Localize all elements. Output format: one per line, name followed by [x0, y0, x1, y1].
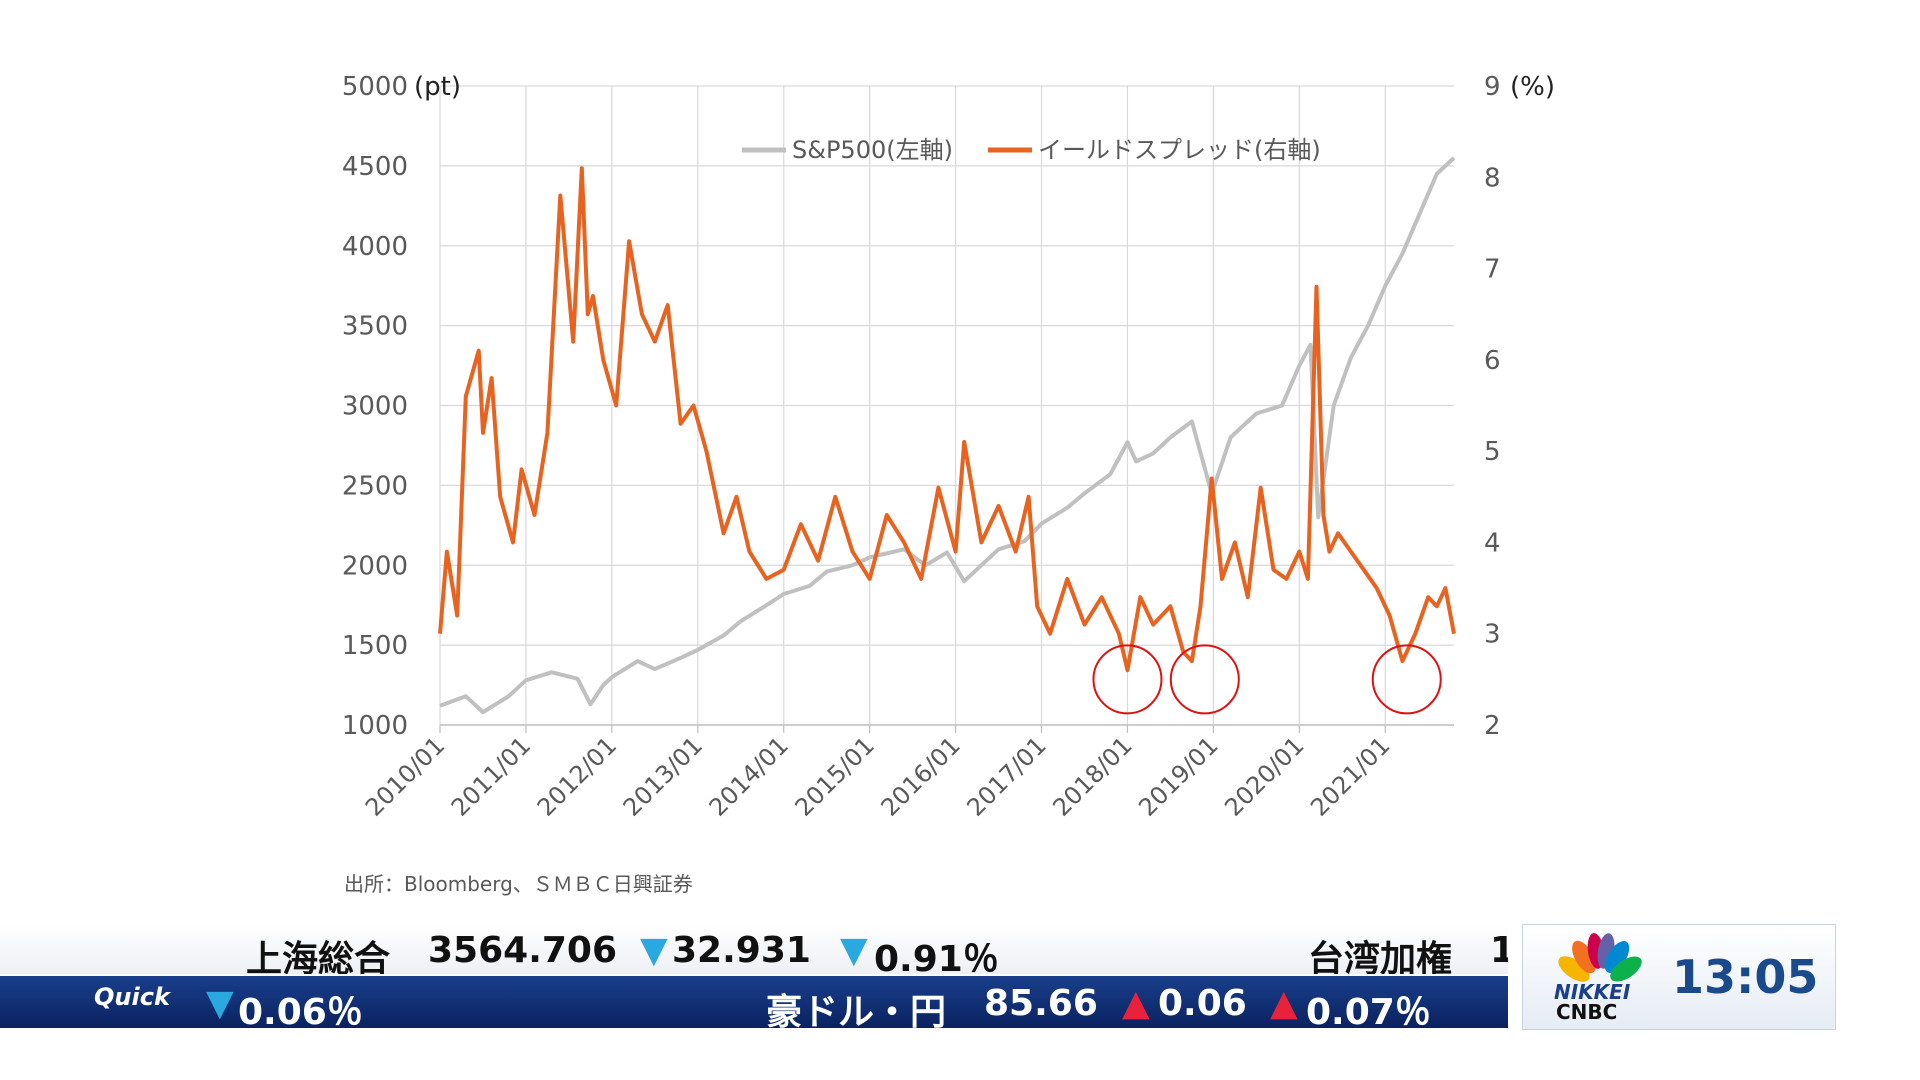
x-tick-label: 2013/01: [618, 731, 708, 821]
left-tick-label: 3000: [342, 392, 408, 422]
x-tick-label: 2021/01: [1305, 731, 1395, 821]
legend: S&P500(左軸) イールドスプレッド(右軸): [742, 136, 1321, 164]
series-layer: [438, 156, 1456, 715]
x-tick-label: 2015/01: [790, 731, 880, 821]
x-tick-label: 2016/01: [876, 731, 966, 821]
left-tick-label: 3500: [342, 312, 408, 342]
right-tick-label: 6: [1484, 346, 1501, 376]
cnbc-logo-text: CNBC: [1556, 1000, 1618, 1024]
down-arrow-icon: ▼: [206, 983, 234, 1024]
x-tick-label: 2017/01: [961, 731, 1051, 821]
up-arrow-icon: ▲: [1122, 983, 1150, 1024]
broadcast-logo-box: [1522, 924, 1836, 1030]
peacock-icon: [1558, 933, 1642, 982]
left-tick-label: 1500: [342, 631, 408, 661]
ticker-next-value: 1: [1490, 930, 1508, 971]
ticker-next-name: 台湾加権: [1308, 939, 1453, 974]
highlight-circle: [1092, 644, 1163, 715]
x-axis: 2010/012011/012012/012013/012014/012015/…: [360, 724, 1454, 822]
ticker-pair-name: 豪ドル・円: [766, 992, 947, 1028]
x-tick-label: 2020/01: [1219, 731, 1309, 821]
up-arrow-icon: ▲: [1270, 983, 1298, 1024]
x-tick-label: 2011/01: [446, 731, 536, 821]
x-tick-label: 2010/01: [360, 731, 450, 821]
ticker-index-value: 3564.706: [428, 930, 618, 971]
ticker-pair-change: 0.06: [1158, 983, 1247, 1024]
left-tick-label: 2000: [342, 551, 408, 581]
ticker-pair-pct: 0.07％: [1306, 992, 1431, 1028]
right-tick-label: 7: [1484, 255, 1501, 285]
x-tick-label: 2019/01: [1133, 731, 1223, 821]
highlight-circle: [1169, 644, 1240, 715]
left-axis: 1000 1500 2000 2500 3000 3500 4000 4500 5000 (pt): [342, 72, 461, 741]
down-arrow-icon: ▼: [840, 930, 868, 971]
ticker-pair-value: 85.66: [984, 983, 1098, 1024]
series-line-yield-spread: [438, 166, 1456, 673]
left-tick-label: 2500: [342, 471, 408, 501]
legend-label: S&P500(左軸): [792, 136, 953, 164]
ticker-top-bar: 上海総合 3564.706 ▼ 32.931 ▼ 0.91％ 台湾加権 1: [0, 922, 1508, 974]
x-tick-label: 2018/01: [1047, 731, 1137, 821]
quick-logo: Quick: [94, 983, 170, 1011]
left-tick-label: 4500: [342, 152, 408, 182]
nikkei-logo-text: NIKKEI: [1554, 980, 1631, 1004]
broadcast-clock: 13:05: [1672, 950, 1819, 1004]
right-tick-label: 2: [1484, 711, 1501, 741]
source-note: 出所：Bloomberg、ＳＭＢＣ日興証券: [344, 872, 693, 896]
left-tick-label: 4000: [342, 232, 408, 262]
chart-grid: [439, 85, 1454, 726]
right-tick-label: 8: [1484, 163, 1501, 193]
right-tick-label: 3: [1484, 620, 1501, 650]
series-line-sp500: [439, 156, 1456, 715]
left-tick-label: 1000: [342, 711, 408, 741]
right-tick-label: 5: [1484, 437, 1501, 467]
ticker-index-change: 32.931: [672, 930, 811, 971]
x-tick-label: 2014/01: [704, 731, 794, 821]
right-tick-label: 4: [1484, 528, 1501, 558]
ticker-lead-pct: 0.06％: [238, 992, 363, 1028]
ticker-index-pct: 0.91％: [874, 939, 999, 974]
down-arrow-icon: ▼: [640, 930, 668, 971]
left-axis-unit: (pt): [414, 72, 461, 102]
right-axis: 2 3 4 5 6 7 8 9 (%): [1484, 72, 1555, 741]
ticker-index-name: 上海総合: [246, 939, 391, 974]
right-axis-unit: (%): [1510, 72, 1555, 102]
highlight-circle: [1371, 644, 1442, 715]
highlight-circles: [1092, 644, 1442, 715]
legend-label: イールドスプレッド(右軸): [1038, 136, 1321, 164]
ticker-bottom-bar: Quick ▼ 0.06％ 豪ドル・円 85.66 ▲ 0.06 ▲ 0.07％: [0, 976, 1508, 1028]
right-tick-label: 9: [1484, 72, 1501, 102]
x-tick-label: 2012/01: [532, 731, 622, 821]
left-tick-label: 5000: [342, 72, 408, 102]
